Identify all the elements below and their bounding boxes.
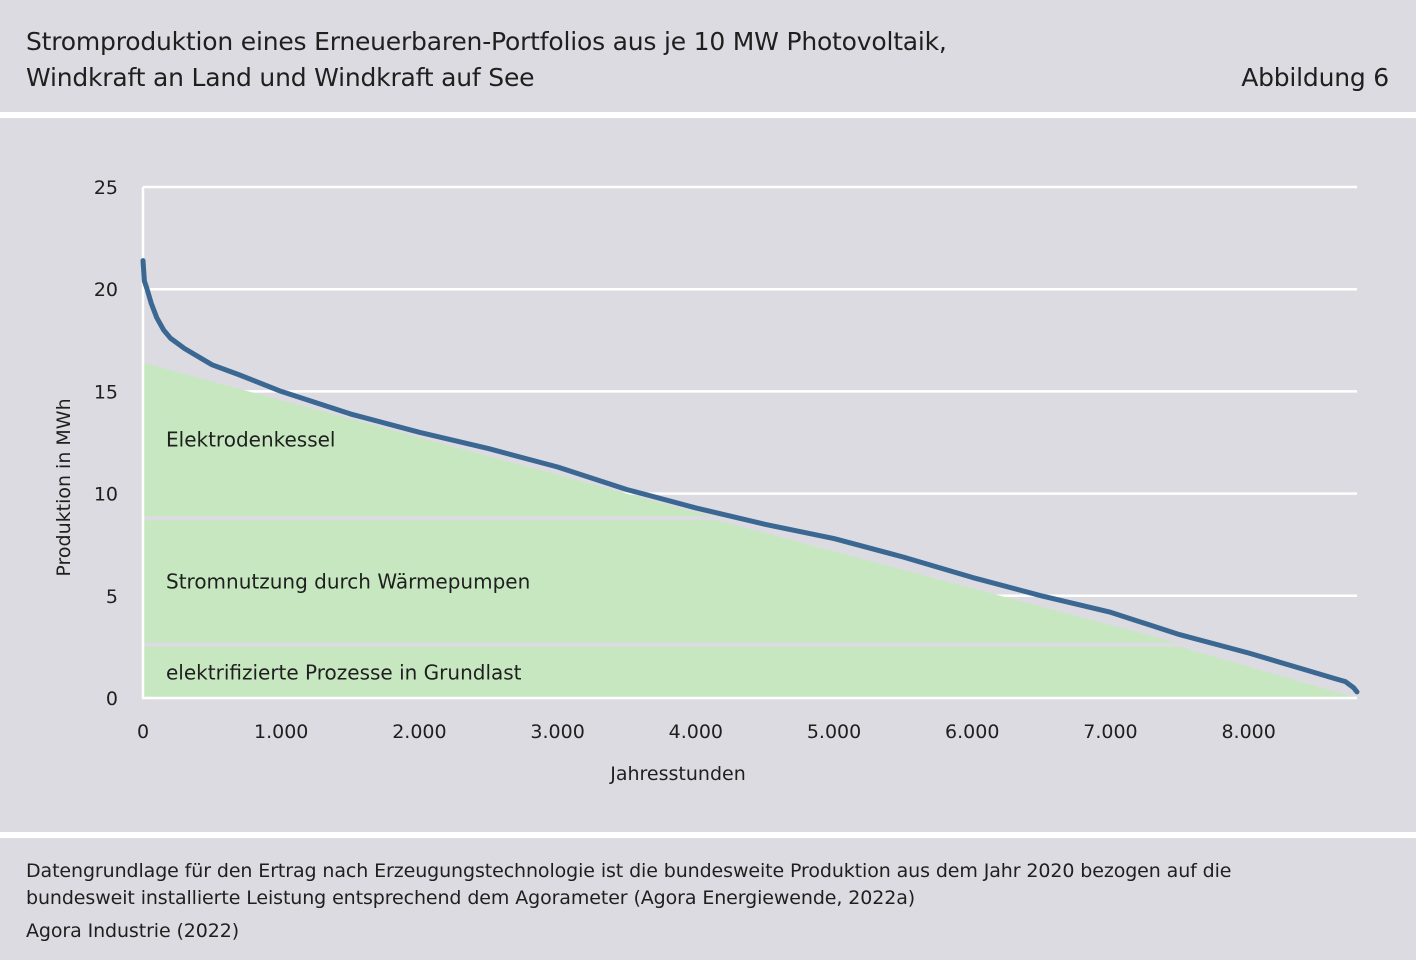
footer-note-line2: bundesweit installierte Leistung entspre… xyxy=(26,887,916,909)
header-divider xyxy=(0,112,1416,118)
x-tick-label: 2.000 xyxy=(392,721,446,743)
y-tick-label: 15 xyxy=(94,381,118,403)
x-tick-label: 4.000 xyxy=(669,721,723,743)
x-tick-label: 6.000 xyxy=(945,721,999,743)
label-layer: elektrifizierte Prozesse in Grundlast Str… xyxy=(166,427,530,684)
area-band-3 xyxy=(143,362,710,517)
chart-title-line2: Windkraft an Land und Windkraft auf See xyxy=(26,63,535,92)
figure-label: Abbildung 6 xyxy=(1241,63,1389,92)
series-line-1 xyxy=(140,258,1360,695)
chart-area: 0 5 10 15 20 25 0 1.000 2.000 3.000 4.000 5.000 6.00… xyxy=(0,118,1416,832)
y-tick-label: 25 xyxy=(94,177,118,199)
series-layer xyxy=(140,258,1360,695)
header: Stromproduktion eines Erneuerbaren-Portf… xyxy=(0,0,1416,112)
x-tick-label: 0 xyxy=(137,721,149,743)
y-axis-title: Produktion in MWh xyxy=(53,398,75,576)
area-label-3: Elektrodenkessel xyxy=(166,427,336,451)
chart-title: Stromproduktion eines Erneuerbaren-Portf… xyxy=(26,24,947,96)
footer-note-line1: Datengrundlage für den Ertrag nach Erzeu… xyxy=(26,860,1232,882)
y-tick-label: 5 xyxy=(106,586,118,608)
chart-svg: 0 5 10 15 20 25 0 1.000 2.000 3.000 4.000 5.000 6.00… xyxy=(53,177,1360,785)
footer-note: Datengrundlage für den Ertrag nach Erzeu… xyxy=(26,858,1386,912)
x-tick-label: 8.000 xyxy=(1221,721,1275,743)
footer-source: Agora Industrie (2022) xyxy=(26,920,240,942)
y-tick-label: 20 xyxy=(94,279,118,301)
footer: Datengrundlage für den Ertrag nach Erzeu… xyxy=(26,858,1386,945)
x-tick-label: 1.000 xyxy=(254,721,308,743)
x-tick-label: 7.000 xyxy=(1083,721,1137,743)
area-band-1 xyxy=(143,646,1357,698)
x-tick-label: 5.000 xyxy=(807,721,861,743)
area-band-2 xyxy=(143,520,1177,643)
area-label-1: elektrifizierte Prozesse in Grundlast xyxy=(166,660,522,684)
area-label-2: Stromnutzung durch Wärmepumpen xyxy=(166,569,530,593)
footer-divider xyxy=(0,832,1416,838)
y-tick-label: 10 xyxy=(94,484,118,506)
axes: 0 5 10 15 20 25 0 1.000 2.000 3.000 4.000 5.000 6.00… xyxy=(53,177,1357,785)
chart-title-line1: Stromproduktion eines Erneuerbaren-Portf… xyxy=(26,27,947,56)
area-layers xyxy=(143,362,1357,698)
x-axis-title: Jahresstunden xyxy=(609,763,746,785)
y-tick-label: 0 xyxy=(106,688,118,710)
x-tick-label: 3.000 xyxy=(530,721,584,743)
